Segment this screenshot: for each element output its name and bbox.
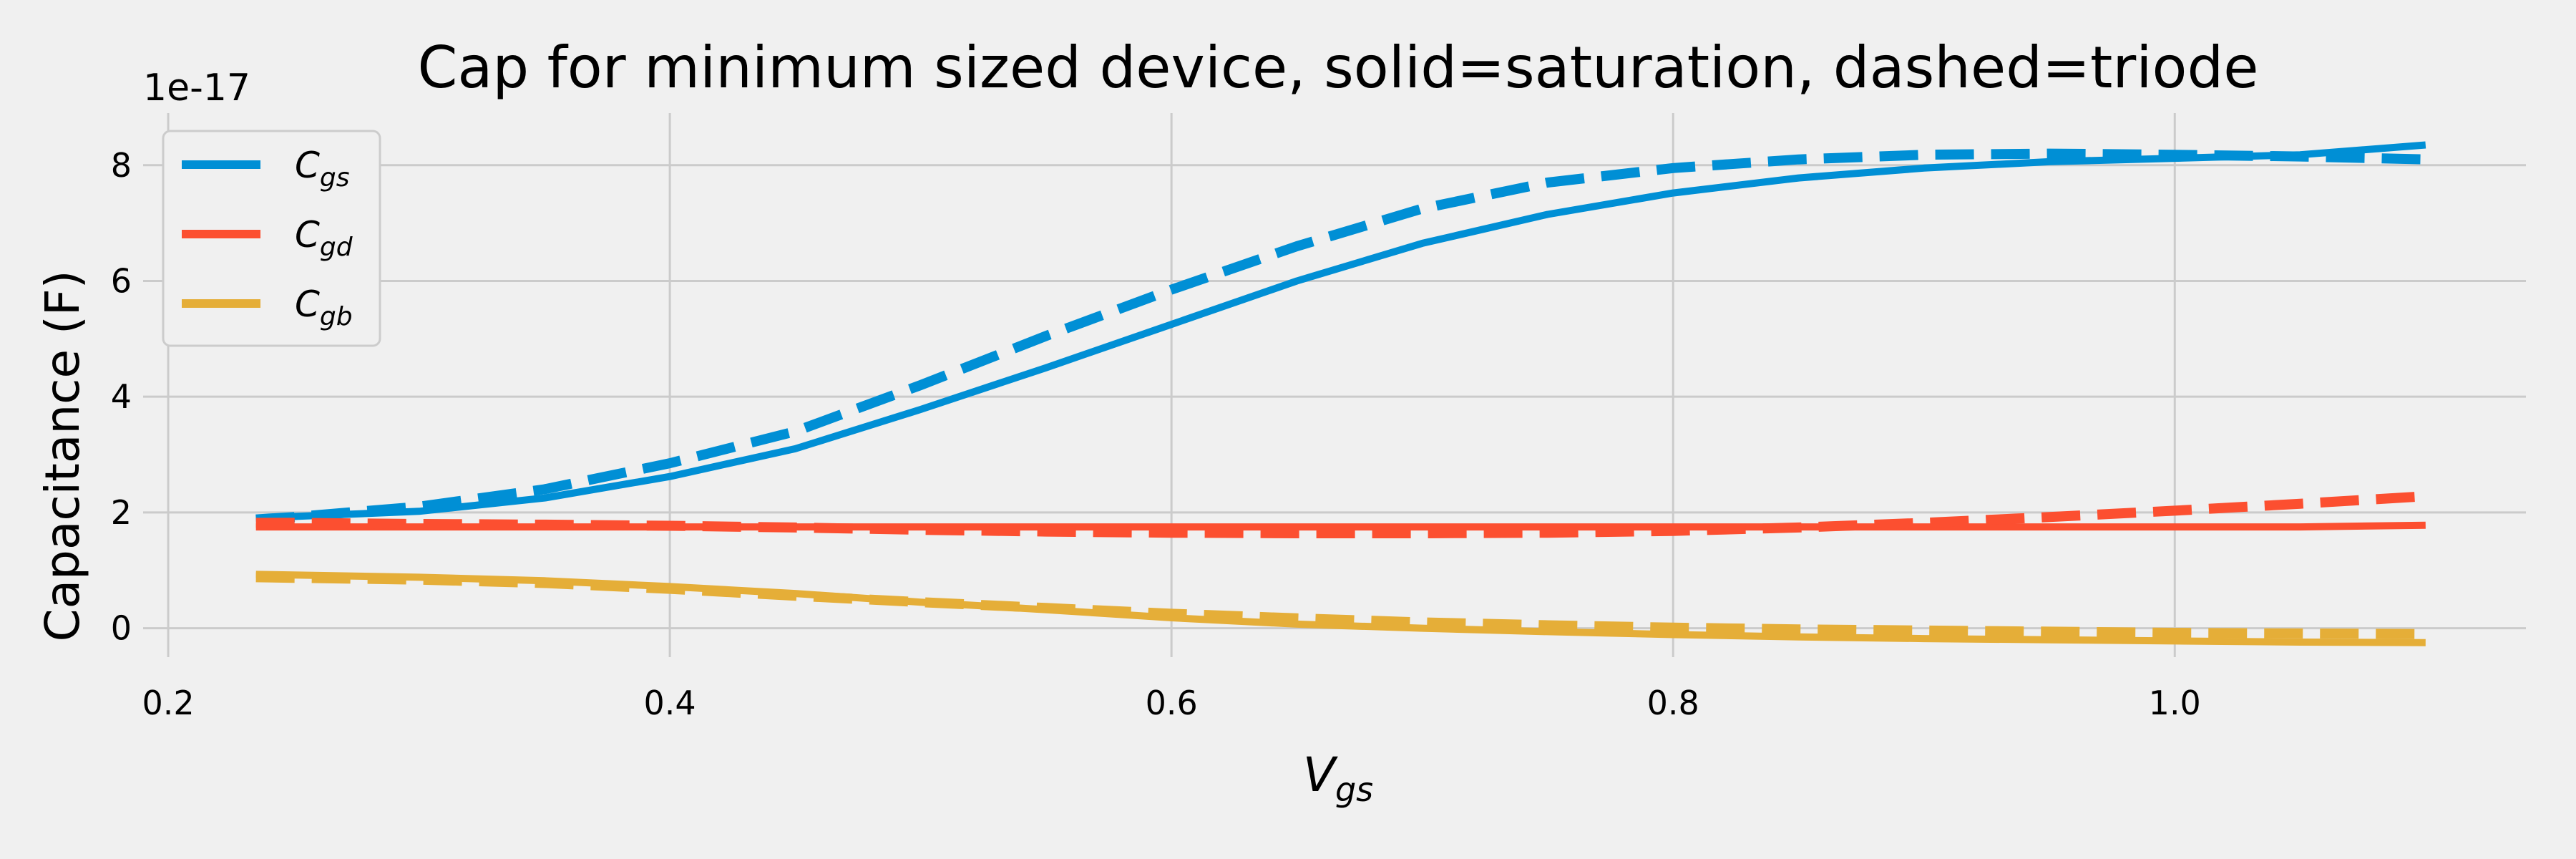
x-tick-label: 0.2 xyxy=(142,684,194,722)
chart-title: Cap for minimum sized device, solid=satu… xyxy=(418,34,2259,101)
y-tick-label: 4 xyxy=(111,377,132,416)
axes: 0.2 0.4 0.6 0.8 1.0 0 2 4 6 8 xyxy=(111,146,2201,722)
series-line-cgb-dashed xyxy=(255,572,2426,639)
y-offset-text: 1e-17 xyxy=(143,67,250,110)
x-tick-label: 0.4 xyxy=(644,684,696,722)
y-tick-label: 2 xyxy=(111,493,132,532)
legend-label-cgs: Cgs xyxy=(295,145,350,193)
series-line-cgs-dashed xyxy=(255,148,2426,525)
series-line-cgs-solid xyxy=(255,141,2426,522)
x-axis-label-sub: gs xyxy=(1335,770,1373,809)
legend: Cgs Cgd Cgb xyxy=(162,130,381,347)
legend-label-cgd: Cgd xyxy=(295,214,353,262)
y-tick-label: 8 xyxy=(111,146,132,185)
x-tick-label: 1.0 xyxy=(2149,684,2201,722)
x-tick-label: 0.8 xyxy=(1647,684,1699,722)
series-line-cgd-solid xyxy=(255,521,2426,531)
y-tick-label: 0 xyxy=(111,609,132,648)
series-line-cgd-dashed xyxy=(255,491,2426,538)
x-tick-label: 0.6 xyxy=(1146,684,1198,722)
x-axis-label-main: V xyxy=(1303,747,1338,802)
y-axis-label: Capacitance (F) xyxy=(35,271,90,642)
x-axis-label: Vgs xyxy=(1303,747,1373,809)
series-lines xyxy=(255,141,2426,646)
legend-frame xyxy=(162,130,381,347)
legend-label-cgb: Cgb xyxy=(295,283,353,331)
y-tick-label: 6 xyxy=(111,261,132,300)
